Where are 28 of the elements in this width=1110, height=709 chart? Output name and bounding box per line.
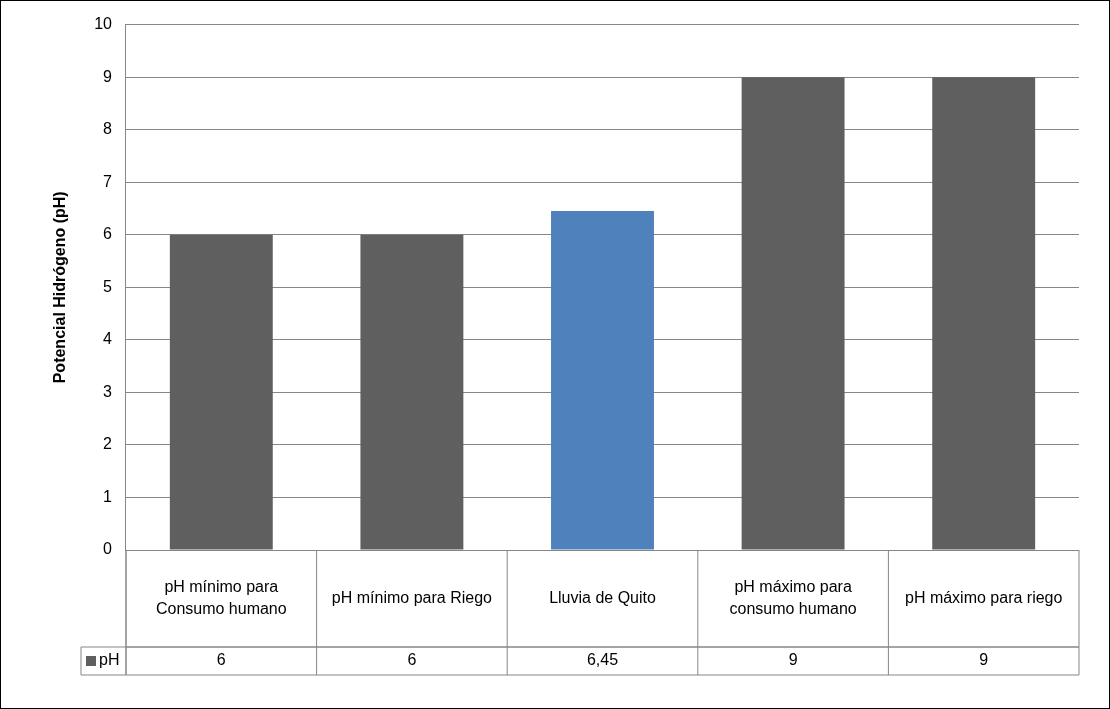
y-tick-label: 4 xyxy=(103,330,113,348)
x-tick-label: pH mínimo para Riego xyxy=(331,588,493,606)
data-label: 6 xyxy=(216,651,226,669)
x-tick-label: pH máximo para riego xyxy=(905,588,1063,606)
y-tick-label: 10 xyxy=(94,15,113,33)
y-tick-label: 8 xyxy=(103,120,113,138)
data-label: 9 xyxy=(979,651,989,669)
y-tick-label: 1 xyxy=(103,487,113,505)
x-tick-label: pH máximo para consumo humano xyxy=(729,577,857,617)
data-label: 6,45 xyxy=(586,651,619,669)
y-tick-label: 5 xyxy=(103,277,113,295)
y-axis-title: Potencial Hidrógeno (pH) xyxy=(51,191,69,384)
y-tick-label: 7 xyxy=(103,172,113,190)
y-tick-label: 6 xyxy=(103,225,113,243)
legend-label: pH xyxy=(99,651,120,669)
y-tick-label: 9 xyxy=(103,67,113,85)
bar xyxy=(169,234,273,550)
bar xyxy=(741,77,845,550)
bar xyxy=(551,211,654,550)
data-label: 6 xyxy=(407,651,417,669)
data-label: 9 xyxy=(788,651,798,669)
bar xyxy=(360,234,464,550)
x-tick-label: Lluvia de Quito xyxy=(549,588,656,606)
x-tick-label: pH mínimo para Consumo humano xyxy=(155,577,287,617)
y-tick-label: 0 xyxy=(103,540,113,558)
y-tick-label: 3 xyxy=(103,382,113,400)
bar xyxy=(932,77,1036,550)
y-tick-label: 2 xyxy=(103,435,113,453)
